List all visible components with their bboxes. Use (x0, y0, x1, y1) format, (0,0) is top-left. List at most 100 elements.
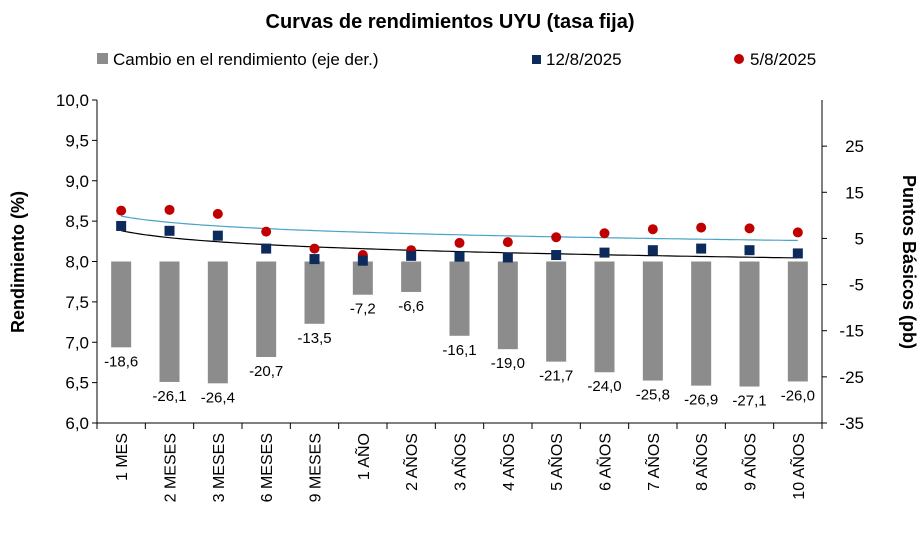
point-12-8-2025 (696, 243, 707, 254)
bar (256, 261, 277, 358)
bar-data-label: -27,1 (732, 393, 766, 410)
point-5-8-2025 (696, 222, 707, 233)
chart-title: Curvas de rendimientos UYU (tasa fija) (266, 11, 635, 33)
bar-data-label: -26,4 (201, 389, 235, 406)
point-12-8-2025 (212, 230, 223, 241)
y-tick-label: 8,5 (65, 212, 89, 231)
x-category-label: 6 AÑOS (595, 433, 615, 491)
x-category-label: 1 MES (114, 433, 131, 481)
point-12-8-2025 (454, 251, 465, 262)
legend-square-swatch (532, 55, 541, 64)
x-category-label: 9 AÑOS (740, 433, 760, 491)
legend-bar-swatch (97, 53, 108, 64)
bar (401, 261, 422, 292)
point-5-8-2025 (502, 237, 513, 248)
point-5-8-2025 (261, 226, 272, 237)
x-category-label: 2 AÑOS (401, 433, 421, 491)
x-category-label: 9 MESES (308, 433, 325, 502)
y-tick-label: 9,0 (65, 172, 89, 191)
bar-data-label: -26,9 (684, 392, 718, 409)
point-5-8-2025 (212, 208, 223, 219)
trendline-12-8-2025 (121, 230, 798, 259)
y-tick-label: 6,5 (65, 374, 89, 393)
bar-data-label: -26,1 (152, 388, 186, 405)
point-12-8-2025 (309, 254, 320, 265)
y-tick-label: 8,0 (65, 253, 89, 272)
y-tick-label: 7,5 (65, 293, 89, 312)
legend: Cambio en el rendimiento (eje der.) 12/8… (97, 50, 816, 69)
point-5-8-2025 (647, 224, 658, 235)
point-5-8-2025 (309, 243, 320, 254)
bar-data-label: -24,0 (587, 378, 621, 395)
bar (352, 261, 373, 295)
point-12-8-2025 (792, 248, 803, 259)
x-category-label: 6 MESES (259, 433, 276, 502)
bar-data-label: -13,5 (297, 330, 331, 347)
trendline-5-8-2025 (121, 215, 798, 242)
bar (546, 261, 567, 362)
bar (111, 261, 132, 348)
y-tick-label: 6,0 (65, 414, 89, 433)
legend-circle-label: 5/8/2025 (750, 50, 816, 69)
bar-data-label: -6,6 (398, 298, 424, 315)
bar (739, 261, 760, 387)
y2-tick-label: 5 (855, 229, 864, 248)
x-category-label: 5 AÑOS (546, 433, 566, 491)
y2-tick-label: -25 (839, 368, 864, 387)
legend-square-label: 12/8/2025 (546, 50, 622, 69)
bar (159, 261, 180, 382)
bar (497, 261, 518, 350)
bar (304, 261, 325, 324)
point-5-8-2025 (116, 205, 127, 216)
x-category-label: 2 MESES (163, 433, 180, 502)
bar-data-label: -19,0 (491, 355, 525, 372)
bar (787, 261, 808, 382)
bar (207, 261, 228, 384)
point-12-8-2025 (116, 220, 127, 231)
point-12-8-2025 (406, 250, 417, 261)
point-5-8-2025 (454, 237, 465, 248)
y2-tick-label: -5 (849, 276, 864, 295)
bar-data-label: -20,7 (249, 363, 283, 380)
legend-circle-swatch (734, 54, 744, 64)
plot-area: 6,0 6,5 7,0 7,5 8,0 8,5 9,0 9,5 10,0 -35 -25 -15 -5 5… (56, 91, 864, 502)
y2-tick-label: 15 (845, 183, 864, 202)
point-12-8-2025 (599, 247, 610, 258)
bar-data-label: -21,7 (539, 368, 573, 385)
x-category-label: 8 AÑOS (691, 433, 711, 491)
point-12-8-2025 (647, 245, 658, 256)
bar-data-label: -16,1 (442, 342, 476, 359)
point-12-8-2025 (357, 255, 368, 266)
bar-data-label: -18,6 (104, 353, 138, 370)
bar (691, 261, 712, 386)
x-category-label: 4 AÑOS (498, 433, 518, 491)
x-category-label: 10 AÑOS (788, 433, 808, 500)
bar (642, 261, 663, 381)
point-5-8-2025 (792, 227, 803, 238)
point-5-8-2025 (164, 204, 175, 215)
y-axis-title: Rendimiento (%) (8, 191, 28, 333)
y-tick-label: 7,0 (65, 333, 89, 352)
point-12-8-2025 (261, 243, 272, 254)
point-12-8-2025 (744, 245, 755, 256)
point-5-8-2025 (599, 228, 610, 239)
point-5-8-2025 (744, 223, 755, 234)
bar (449, 261, 470, 336)
y2-tick-label: -35 (839, 414, 864, 433)
legend-bar-label: Cambio en el rendimiento (eje der.) (113, 50, 379, 69)
point-12-8-2025 (502, 252, 513, 263)
x-category-label: 3 MESES (211, 433, 228, 502)
y-tick-label: 9,5 (65, 131, 89, 150)
y2-tick-label: -15 (839, 322, 864, 341)
y2-axis-title: Puntos Básicos (pb) (899, 175, 919, 349)
bar (594, 261, 615, 373)
point-5-8-2025 (551, 232, 562, 243)
x-category-label: 3 AÑOS (450, 433, 470, 491)
y2-tick-label: 25 (845, 137, 864, 156)
x-category-label: 7 AÑOS (643, 433, 663, 491)
point-12-8-2025 (551, 250, 562, 261)
x-category-label: 1 AÑO (353, 433, 373, 480)
y-tick-label: 10,0 (56, 91, 89, 110)
bar-data-label: -26,0 (781, 387, 815, 404)
